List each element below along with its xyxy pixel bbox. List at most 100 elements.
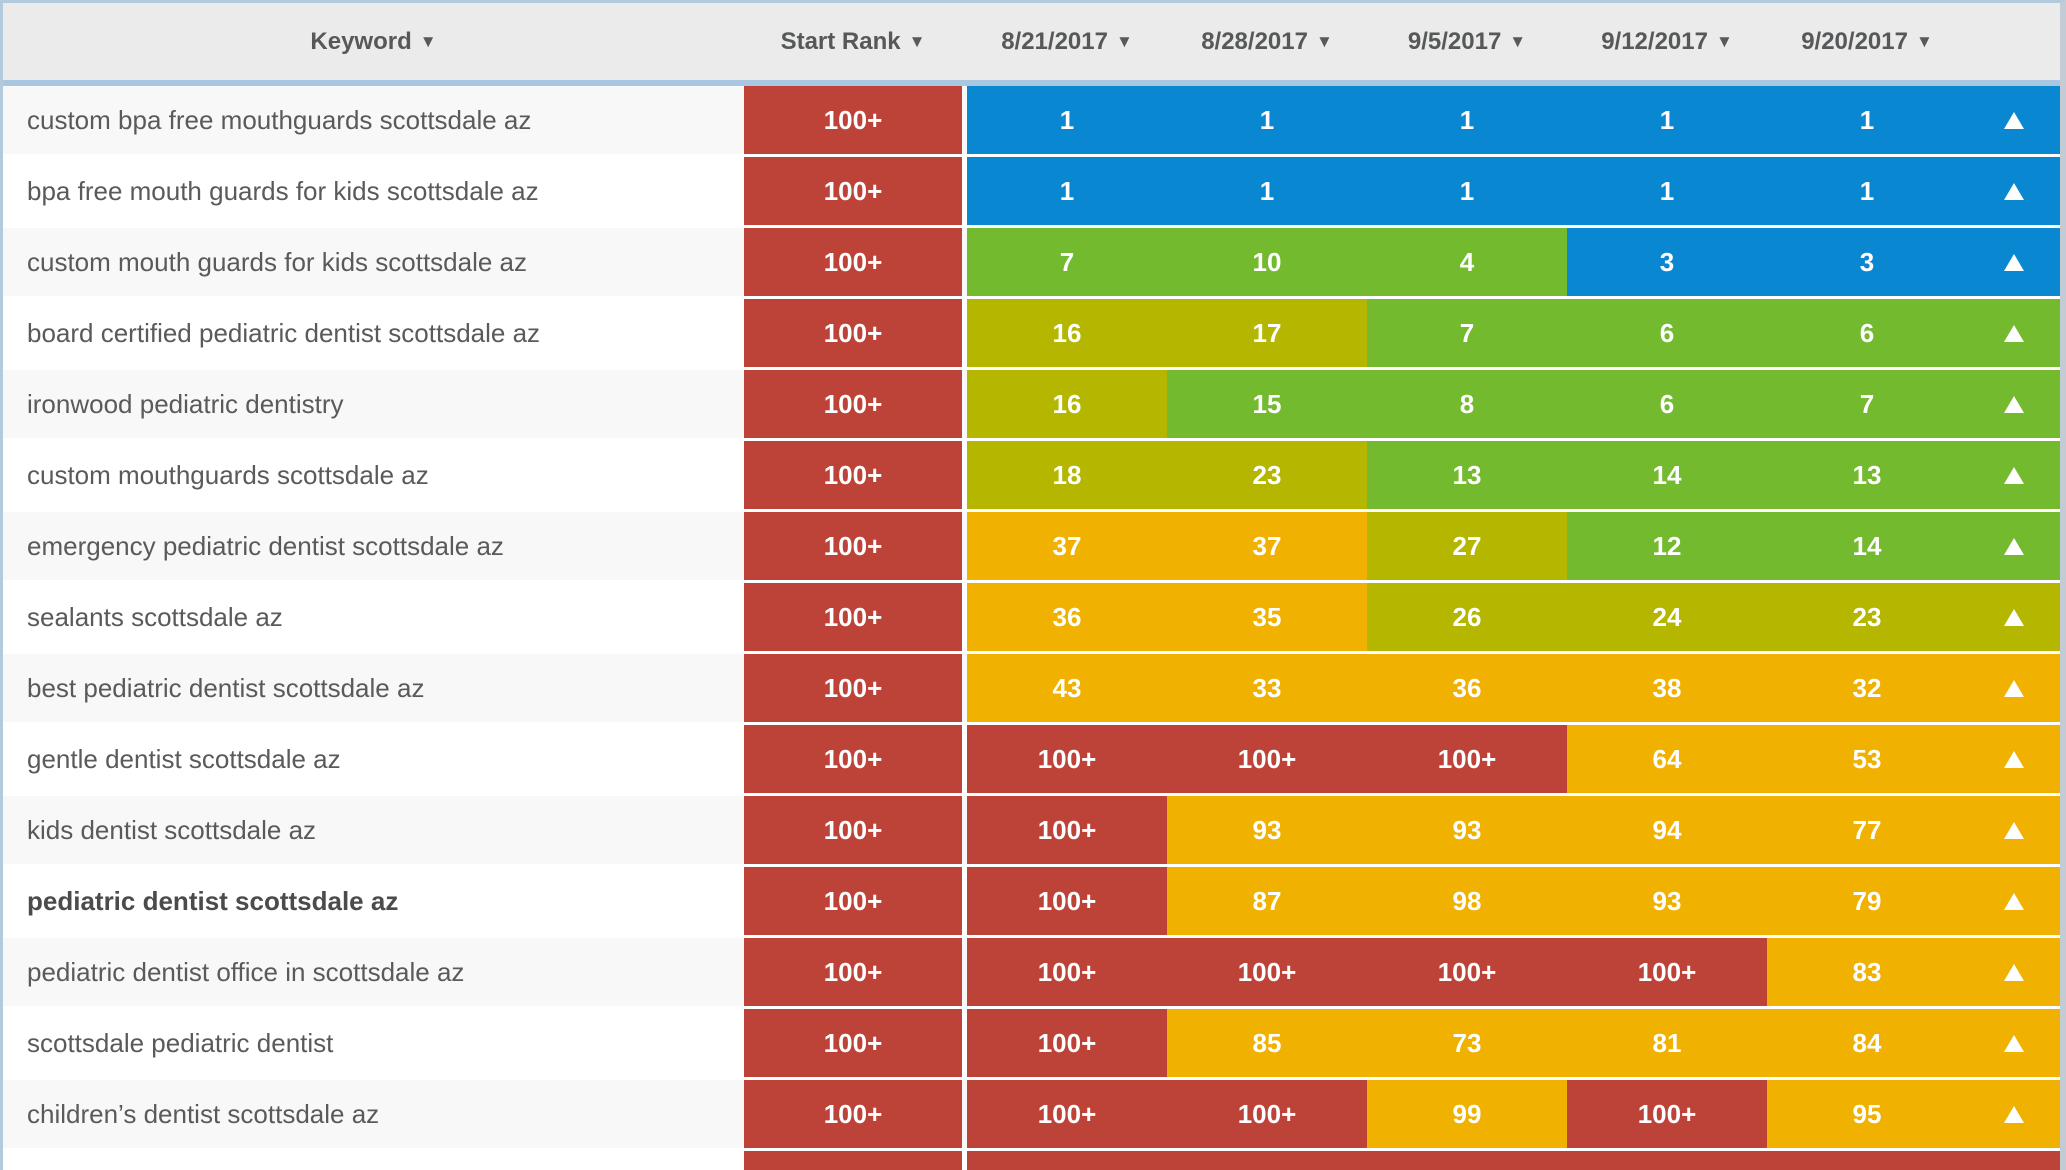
table-row: pediatric dentist office in scottsdale a… [3, 938, 2060, 1009]
sort-caret-icon: ▼ [419, 31, 437, 51]
rank-cell: 24 [1567, 583, 1767, 651]
keyword-cell[interactable]: pediatric dentist scottsdale az [27, 885, 399, 916]
rank-cell: 16 [967, 299, 1167, 367]
rank-cell: 36 [967, 583, 1167, 651]
keyword-cell[interactable]: children’s dentist scottsdale az [27, 1098, 380, 1129]
keyword-cell[interactable]: sealants scottsdale az [27, 601, 283, 632]
column-header-date-4[interactable]: 9/12/2017 ▼ [1567, 28, 1767, 56]
up-arrow-icon [2003, 111, 2024, 129]
trend-cell [1967, 583, 2060, 651]
keyword-cell[interactable]: gentle dentist scottsdale az [27, 743, 341, 774]
rank-cell: 100+ [967, 725, 1167, 793]
up-arrow-icon [2003, 608, 2024, 626]
rank-cell: 1 [1367, 86, 1567, 154]
rank-cell: 38 [1567, 654, 1767, 722]
rank-cell: 64 [1567, 725, 1767, 793]
start-rank-cell: 100+ [744, 1009, 962, 1077]
table-row: gentle dentist scottsdale az 100+ 100+ 100+… [3, 725, 2060, 796]
trend-cell [1967, 157, 2060, 225]
keyword-cell[interactable]: best pediatric dentist scottsdale az [27, 672, 425, 703]
trend-cell [1967, 370, 2060, 438]
rank-cell: 100+ [967, 867, 1167, 935]
rank-cell: 100+ [1367, 938, 1567, 1006]
column-header-keyword[interactable]: Keyword ▼ [3, 28, 744, 56]
rank-cell: 33 [1167, 654, 1367, 722]
sort-caret-icon: ▼ [1315, 31, 1333, 51]
rank-cell: 100+ [967, 1009, 1167, 1077]
rank-cell: 26 [1367, 583, 1567, 651]
rank-cell [967, 1151, 1167, 1170]
column-header-date-3[interactable]: 9/5/2017 ▼ [1367, 28, 1567, 56]
header-divider [3, 80, 2060, 86]
column-header-date-1[interactable]: 8/21/2017 ▼ [967, 28, 1167, 56]
up-arrow-icon [2003, 253, 2024, 271]
rank-cell: 13 [1767, 441, 1967, 509]
rank-cell: 16 [967, 370, 1167, 438]
up-arrow-icon [2003, 466, 2024, 484]
rank-cell: 1 [1567, 157, 1767, 225]
keyword-cell[interactable]: pediatric dentist office in scottsdale a… [27, 956, 465, 987]
trend-cell [1967, 796, 2060, 864]
rank-cell: 83 [1767, 938, 1967, 1006]
start-rank-cell: 100+ [744, 1080, 962, 1148]
rank-cell: 14 [1567, 441, 1767, 509]
rank-cell: 94 [1567, 796, 1767, 864]
start-rank-cell: 100+ [744, 228, 962, 296]
keyword-cell[interactable]: kids dentist scottsdale az [27, 814, 317, 845]
rank-cell: 81 [1567, 1009, 1767, 1077]
rank-cell: 6 [1767, 299, 1967, 367]
trend-cell [1967, 1080, 2060, 1148]
start-rank-cell: 100+ [744, 299, 962, 367]
rank-cell: 23 [1767, 583, 1967, 651]
column-header-start-rank[interactable]: Start Rank ▼ [744, 28, 962, 56]
keyword-cell[interactable]: custom bpa free mouthguards scottsdale a… [27, 104, 532, 135]
rank-cell: 12 [1567, 512, 1767, 580]
keyword-cell[interactable]: ironwood pediatric dentistry [27, 388, 344, 419]
column-header-date-2[interactable]: 8/28/2017 ▼ [1167, 28, 1367, 56]
rank-cell: 6 [1567, 370, 1767, 438]
trend-cell [1967, 654, 2060, 722]
keyword-cell[interactable]: emergency pediatric dentist scottsdale a… [27, 530, 504, 561]
rank-cell: 100+ [967, 1080, 1167, 1148]
rank-cell: 1 [1367, 157, 1567, 225]
table-row: pediatric dentist scottsdale az 100+ 100+ 8… [3, 867, 2060, 938]
rank-cell: 79 [1767, 867, 1967, 935]
trend-cell [1967, 86, 2060, 154]
sort-caret-icon: ▼ [1509, 31, 1527, 51]
column-header-date-label: 8/28/2017 [1201, 27, 1308, 55]
keyword-cell[interactable]: custom mouth guards for kids scottsdale … [27, 246, 528, 277]
keyword-cell[interactable] [3, 1151, 744, 1170]
rank-cell: 14 [1767, 512, 1967, 580]
column-header-start-rank-label: Start Rank [780, 27, 901, 55]
trend-cell [1967, 938, 2060, 1006]
up-arrow-icon [2003, 821, 2024, 839]
column-header-date-label: 8/21/2017 [1001, 27, 1108, 55]
trend-cell [1967, 1009, 2060, 1077]
rank-cell: 13 [1367, 441, 1567, 509]
start-rank-cell: 100+ [744, 583, 962, 651]
table-row: emergency pediatric dentist scottsdale a… [3, 512, 2060, 583]
rank-cell: 93 [1567, 867, 1767, 935]
keyword-cell[interactable]: bpa free mouth guards for kids scottsdal… [27, 175, 539, 206]
column-header-date-label: 9/12/2017 [1601, 27, 1708, 55]
rank-cell: 84 [1767, 1009, 1967, 1077]
column-header-date-label: 9/20/2017 [1801, 27, 1908, 55]
rank-cell: 100+ [1567, 938, 1767, 1006]
rank-cell: 35 [1167, 583, 1367, 651]
trend-cell [1967, 867, 2060, 935]
rank-cell: 100+ [1167, 725, 1367, 793]
rank-cell: 32 [1767, 654, 1967, 722]
rank-cell: 17 [1167, 299, 1367, 367]
keyword-cell[interactable]: custom mouthguards scottsdale az [27, 459, 429, 490]
table-row: custom bpa free mouthguards scottsdale a… [3, 86, 2060, 157]
trend-cell [1967, 1151, 2060, 1170]
keyword-cell[interactable]: board certified pediatric dentist scotts… [27, 317, 541, 348]
keyword-rank-table: Keyword ▼ Start Rank ▼ 8/21/2017 ▼ 8/28/… [3, 3, 2060, 1170]
table-row-partial [3, 1151, 2060, 1170]
rank-cell [1167, 1151, 1367, 1170]
table-row: ironwood pediatric dentistry 100+ 16 15 8 6 7 [3, 370, 2060, 441]
keyword-cell[interactable]: scottsdale pediatric dentist [27, 1027, 334, 1058]
start-rank-cell [744, 1151, 962, 1170]
column-header-date-5[interactable]: 9/20/2017 ▼ [1767, 28, 1967, 56]
rank-cell: 43 [967, 654, 1167, 722]
